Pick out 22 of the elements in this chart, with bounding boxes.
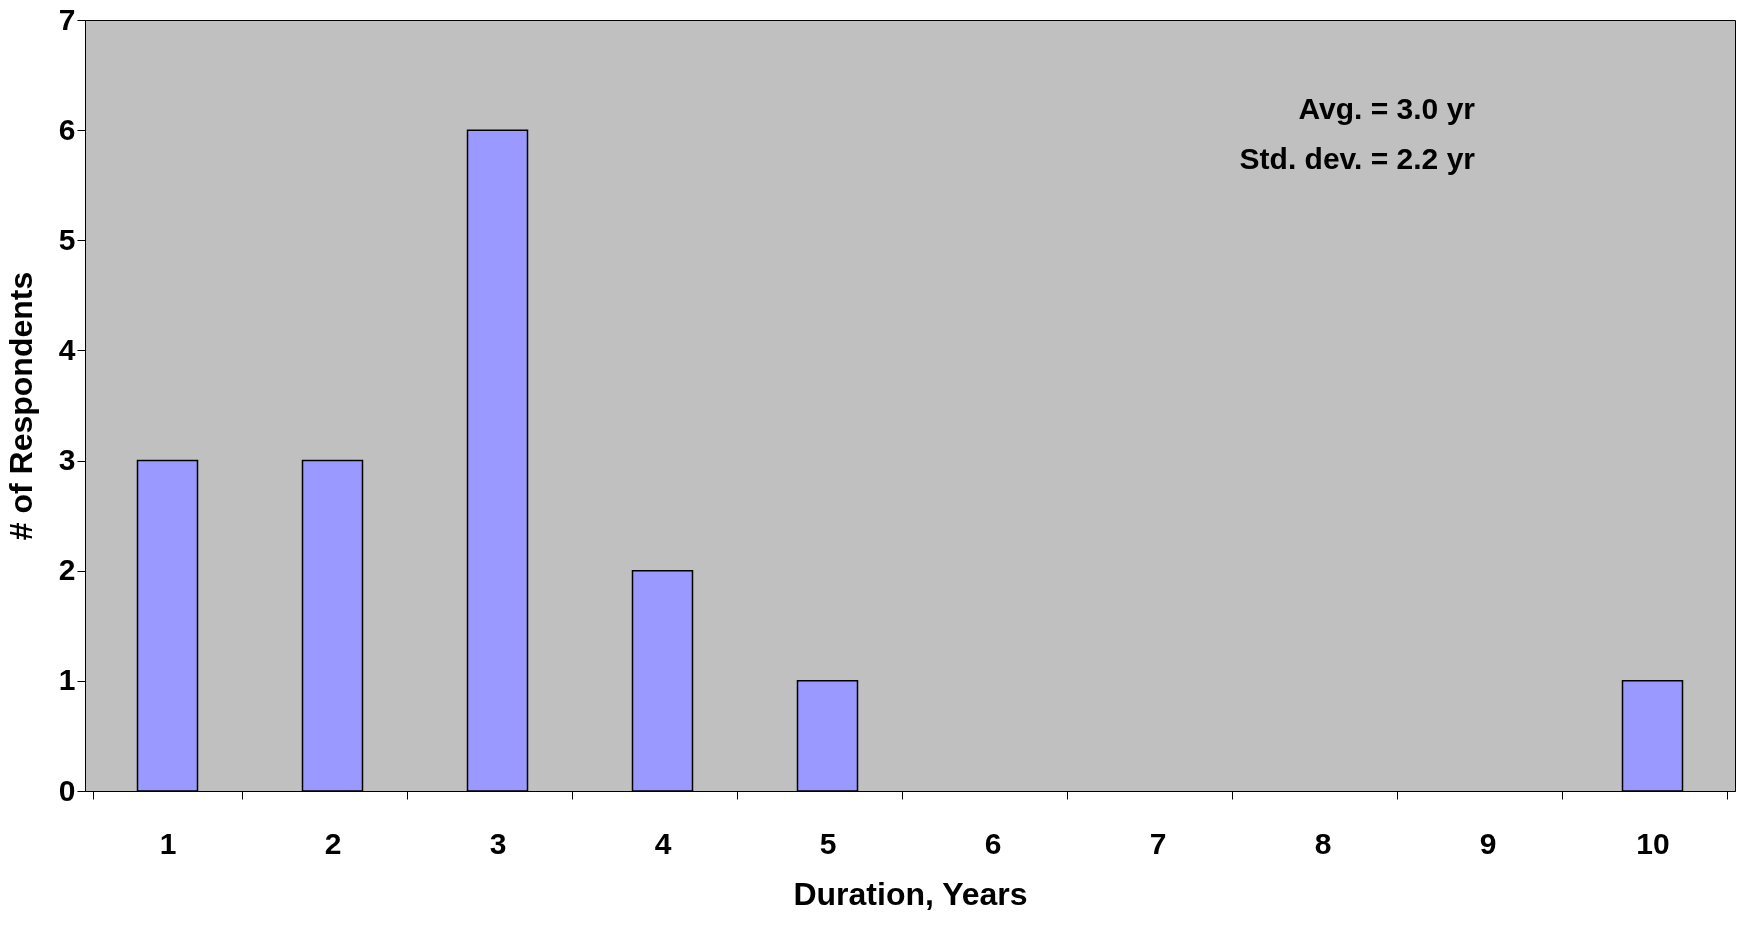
y-tick-label: 3 bbox=[58, 443, 76, 477]
x-tick-label: 3 bbox=[489, 826, 507, 860]
x-tick-label: 2 bbox=[324, 826, 342, 860]
x-tick-label: 9 bbox=[1479, 826, 1497, 860]
x-tick-label: 4 bbox=[654, 826, 672, 860]
y-tick-label: 6 bbox=[58, 112, 76, 146]
y-tick-label: 2 bbox=[58, 553, 76, 587]
x-axis-title: Duration, Years bbox=[793, 875, 1028, 912]
x-tick-label: 10 bbox=[1636, 826, 1670, 860]
y-axis-title: # of Respondents bbox=[2, 271, 39, 541]
x-tick-label: 7 bbox=[1149, 826, 1167, 860]
y-tick-label: 4 bbox=[58, 332, 76, 366]
x-tick-label: 8 bbox=[1314, 826, 1332, 860]
y-tick-label: 5 bbox=[58, 222, 76, 256]
y-tick-label: 7 bbox=[58, 2, 76, 36]
x-tick-label: 6 bbox=[984, 826, 1002, 860]
y-tick-label: 0 bbox=[58, 773, 76, 807]
x-tick-label: 1 bbox=[159, 826, 177, 860]
annotation: Avg. = 3.0 yr bbox=[1298, 92, 1476, 125]
x-tick-label: 5 bbox=[819, 826, 837, 860]
annotation: Std. dev. = 2.2 yr bbox=[1239, 142, 1476, 175]
y-tick-label: 1 bbox=[58, 663, 76, 697]
